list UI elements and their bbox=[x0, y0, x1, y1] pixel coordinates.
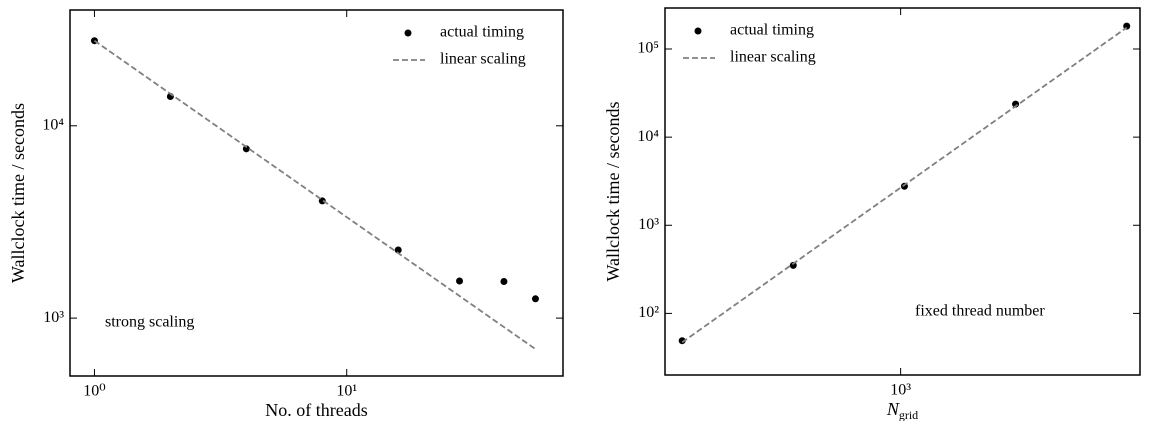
x-axis-label: Ngrid bbox=[886, 399, 918, 421]
line-series bbox=[93, 39, 536, 350]
x-axis-label-main: N bbox=[886, 399, 900, 419]
x-axis-label-sub: grid bbox=[899, 408, 918, 421]
data-point bbox=[394, 246, 402, 254]
legend-label: actual timing bbox=[440, 24, 524, 41]
x-tick-label: 10⁰ bbox=[83, 383, 105, 400]
data-point bbox=[531, 295, 539, 303]
legend-label: linear scaling bbox=[730, 49, 816, 66]
y-tick-label: 10⁴ bbox=[637, 128, 659, 145]
annotation: strong scaling bbox=[105, 314, 194, 331]
y-tick-label: 10³ bbox=[43, 309, 64, 326]
data-point bbox=[242, 145, 250, 153]
y-tick-label: 10² bbox=[638, 304, 659, 321]
data-point bbox=[500, 278, 508, 286]
data-point bbox=[456, 277, 464, 285]
legend-marker bbox=[694, 27, 702, 35]
chart: 10³ 10² 10³ 10⁴ 10⁵ Ngrid Wallclock time / sec… bbox=[603, 7, 1141, 421]
data-point bbox=[789, 261, 797, 269]
x-tick-label: 10¹ bbox=[336, 383, 357, 400]
y-tick-label: 10⁵ bbox=[637, 40, 659, 57]
y-axis-label: Wallclock time / seconds bbox=[603, 102, 623, 282]
plot-frame bbox=[69, 9, 564, 377]
data-point bbox=[318, 197, 326, 205]
line-series bbox=[681, 26, 1128, 344]
y-tick-label: 10³ bbox=[638, 216, 659, 233]
x-axis-label-main: No. of threads bbox=[265, 400, 367, 420]
legend-label: linear scaling bbox=[440, 51, 526, 68]
annotation: fixed thread number bbox=[915, 303, 1045, 320]
chart: 10⁰ 10¹ 10³ 10⁴ No. of threads Wallclock time… bbox=[8, 9, 564, 420]
y-axis-label: Wallclock time / seconds bbox=[8, 103, 28, 283]
y-tick-label: 10⁴ bbox=[42, 116, 64, 133]
legend-marker bbox=[404, 29, 412, 37]
legend-label: actual timing bbox=[730, 22, 814, 39]
x-tick-label: 10³ bbox=[890, 382, 911, 399]
plot-frame bbox=[664, 7, 1141, 376]
data-point bbox=[678, 337, 686, 345]
x-axis-label: No. of threads bbox=[265, 400, 367, 420]
